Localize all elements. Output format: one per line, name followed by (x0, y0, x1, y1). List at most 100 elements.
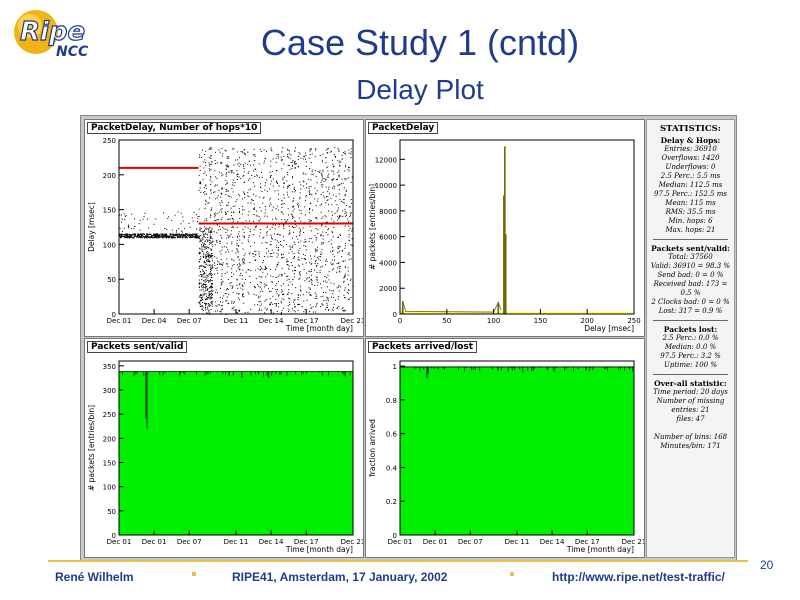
data-point (139, 234, 141, 236)
data-point (202, 233, 204, 235)
data-point (207, 275, 209, 277)
data-point (199, 305, 201, 307)
data-point (218, 190, 220, 192)
data-point (123, 234, 125, 236)
data-point (249, 228, 251, 230)
data-point (348, 289, 350, 291)
data-point (310, 294, 312, 296)
data-point (290, 213, 292, 215)
data-point (197, 235, 199, 237)
data-point (205, 298, 207, 300)
data-point (259, 176, 261, 178)
data-point (214, 176, 216, 178)
data-point (188, 235, 190, 237)
data-point (254, 154, 256, 156)
data-point (305, 245, 307, 247)
data-point (281, 159, 283, 161)
data-point (293, 273, 295, 275)
data-point (283, 197, 285, 199)
data-point (123, 236, 125, 238)
data-point (204, 262, 206, 264)
data-point (202, 271, 204, 273)
delay-panel: 0 50 100 150 200 250 Dec 01 Dec 04 Dec 07 Dec 11 D… (84, 119, 365, 337)
data-point (338, 285, 340, 287)
data-point (346, 278, 348, 280)
data-point (294, 220, 296, 222)
data-point (278, 234, 280, 236)
data-point (227, 303, 229, 305)
data-point (315, 260, 317, 262)
footer-separator-dot (192, 572, 196, 576)
data-point (269, 304, 271, 306)
data-point (270, 204, 272, 206)
data-point (292, 161, 294, 163)
data-point (225, 188, 227, 190)
data-point (275, 208, 277, 210)
data-point (199, 181, 201, 183)
data-point (210, 215, 212, 217)
data-point (198, 237, 200, 239)
data-point (275, 284, 277, 286)
data-point (243, 168, 245, 170)
data-point (286, 244, 288, 246)
data-point (294, 167, 296, 169)
data-point (239, 282, 241, 284)
data-point (235, 201, 237, 203)
data-point (278, 193, 280, 195)
data-point (146, 235, 148, 237)
data-point (204, 246, 206, 248)
data-point (244, 152, 246, 154)
data-point (320, 181, 322, 183)
data-point (321, 203, 323, 205)
footer-url[interactable]: http://www.ripe.net/test-traffic/ (552, 570, 725, 584)
data-point (292, 165, 294, 167)
data-point (300, 220, 302, 222)
data-point (348, 239, 350, 241)
data-point (216, 257, 218, 259)
data-point (264, 184, 266, 186)
data-point (270, 147, 272, 149)
data-point (329, 151, 331, 153)
data-point (269, 253, 271, 255)
data-point (282, 246, 284, 248)
data-point (205, 185, 207, 187)
data-point (309, 189, 311, 191)
data-point (163, 237, 165, 239)
data-point (259, 281, 261, 283)
data-point (310, 271, 312, 273)
y-tick-label: 300 (103, 387, 116, 395)
data-point (317, 233, 319, 235)
data-point (347, 289, 349, 291)
data-point (230, 215, 232, 217)
data-point (287, 208, 289, 210)
data-point (300, 157, 302, 159)
data-point (241, 213, 243, 215)
data-point (350, 278, 352, 280)
data-point (170, 236, 172, 238)
data-point (201, 279, 203, 281)
data-point (268, 304, 270, 306)
data-point (120, 237, 122, 239)
data-point (224, 272, 226, 274)
histogram-bar (504, 146, 506, 314)
data-point (239, 263, 241, 265)
data-point (203, 246, 205, 248)
data-point (197, 235, 199, 237)
data-point (340, 183, 342, 185)
data-point (278, 295, 280, 297)
data-point (222, 174, 224, 176)
data-point (294, 306, 296, 308)
data-point (140, 236, 142, 238)
data-point (314, 269, 316, 271)
data-point (338, 217, 340, 219)
data-point (299, 198, 301, 200)
data-point (199, 303, 201, 305)
data-point (202, 269, 204, 271)
data-point (293, 257, 295, 259)
data-point (208, 294, 210, 296)
data-point (236, 226, 238, 228)
data-point (214, 151, 216, 153)
data-point (139, 233, 141, 235)
data-point (198, 301, 200, 303)
data-point (242, 289, 244, 291)
